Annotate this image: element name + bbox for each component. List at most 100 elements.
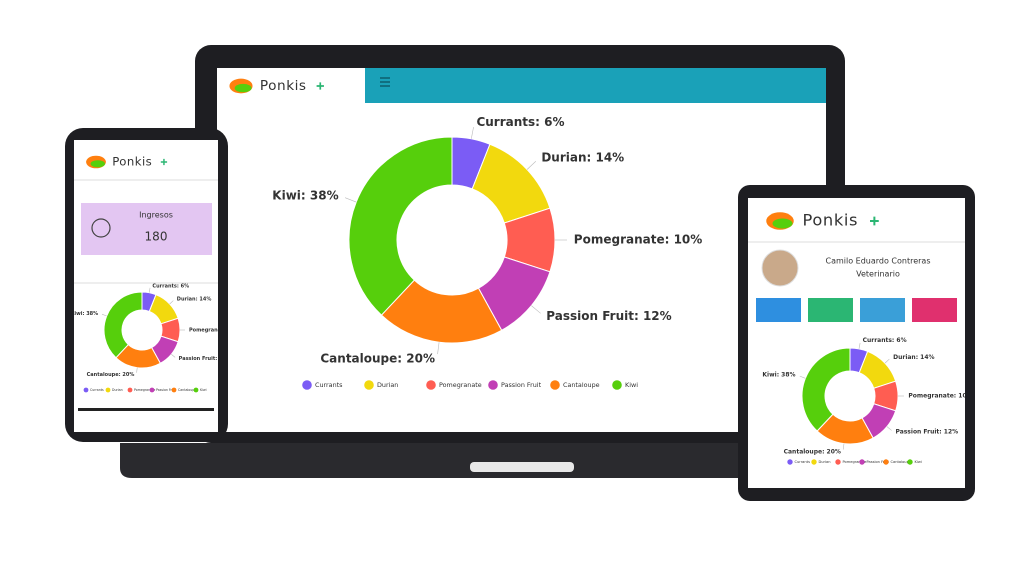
data-label: Kiwi: 38% [272,188,338,202]
leader-line [842,443,845,450]
stat-tile[interactable] [860,298,905,322]
pet-icon [91,218,111,238]
legend-label: Pomegranate [439,381,482,389]
legend-swatch [811,459,817,465]
laptop-base [120,443,910,478]
brand: Ponkis [112,155,152,169]
legend-swatch [302,380,312,390]
legend-label: Cantaloupe [178,388,196,392]
legend-label: Currants [795,460,811,464]
legend-swatch [426,380,436,390]
tablet-screen: Camilo Eduardo Contreras Veterinario Pon… [748,198,972,488]
leader-line [101,313,107,317]
stat-tile[interactable] [912,298,957,322]
leader-line [858,342,861,349]
leader-line [136,367,138,373]
menu-icon[interactable] [380,77,390,87]
laptop-notch [470,462,574,472]
profile-name: Camilo Eduardo Contreras [825,257,930,266]
data-label: Durian: 14% [541,150,624,164]
data-label: Pomegranate: 10% [908,393,972,400]
data-label: Cantaloupe: 20% [320,351,435,365]
legend-swatch [488,380,498,390]
legend-swatch [149,387,155,393]
leader-line [526,161,537,170]
legend-swatch [612,380,622,390]
stat-card[interactable] [81,203,212,255]
leader-line [884,358,890,364]
legend-swatch [787,459,793,465]
legend-label: Kiwi [625,381,638,389]
brand-plus [870,216,879,226]
legend-label: Durian [819,460,831,464]
phone-screen: Ingresos 180 Ponkis Currants: 6% Currants D… [71,140,243,432]
legend-swatch [127,387,133,393]
brand-plus [160,158,168,166]
legend-swatch [193,387,199,393]
legend-swatch [171,387,177,393]
legend-swatch [883,459,889,465]
leader-line [148,287,151,293]
leader-line [437,342,440,355]
data-label: Currants: 6% [863,337,907,344]
donut-slice [103,291,143,359]
legend-label: Pomegranate [134,388,155,392]
legend-label: Kiwi [915,460,922,464]
legend-swatch [364,380,374,390]
data-label: Passion Fruit: 12% [179,356,231,362]
data-label: Kiwi: 38% [71,311,99,317]
data-label: Currants: 6% [476,115,564,129]
legend-label: Passion Fruit [867,460,890,464]
leader-line [169,300,174,305]
legend-label: Currants [315,381,343,389]
leader-line [171,353,176,358]
legend-swatch [105,387,111,393]
legend-swatch [859,459,865,465]
data-label: Durian: 14% [177,297,212,303]
leader-line [344,197,357,203]
stat-tile[interactable] [808,298,853,322]
donut-slice [348,136,453,316]
brand-plus [316,82,324,90]
profile-role: Veterinario [856,270,900,279]
card-value: 180 [145,230,168,244]
legend-label: Pomegranate [843,460,868,464]
data-label: Pomegranate: 10% [189,328,243,334]
legend-label: Durian [377,381,398,389]
donut-slice [801,347,851,432]
data-label: Currants: 6% [152,283,189,289]
legend-swatch [550,380,560,390]
leader-line [886,426,892,431]
top-bar [365,68,826,103]
legend-label: Cantaloupe [563,381,600,389]
logo-mark [234,83,252,93]
data-label: Pomegranate: 10% [574,233,703,247]
legend-label: Cantaloupe [891,460,912,464]
logo-mark [90,160,105,168]
data-label: Passion Fruit: 12% [895,428,958,435]
legend-label: Durian [112,388,123,392]
logo-mark [772,218,793,229]
bottom-bar [78,408,214,411]
data-label: Durian: 14% [893,354,934,361]
stat-tile[interactable] [756,298,801,322]
screen-bg [74,140,218,432]
leader-line [799,375,806,379]
legend-label: Passion Fruit [501,381,542,389]
legend-label: Currants [90,388,104,392]
card-title: Ingresos [139,211,173,220]
data-label: Kiwi: 38% [762,372,795,379]
legend-swatch [83,387,89,393]
leader-line [531,305,541,314]
legend-swatch [907,459,913,465]
brand: Ponkis [803,211,859,230]
data-label: Passion Fruit: 12% [546,309,671,323]
leader-line [471,126,474,139]
legend-label: Kiwi [200,388,207,392]
legend-swatch [835,459,841,465]
legend-label: Passion Fruit [156,388,177,392]
data-label: Cantaloupe: 20% [87,372,135,378]
brand: Ponkis [260,78,307,94]
avatar[interactable] [761,249,799,287]
